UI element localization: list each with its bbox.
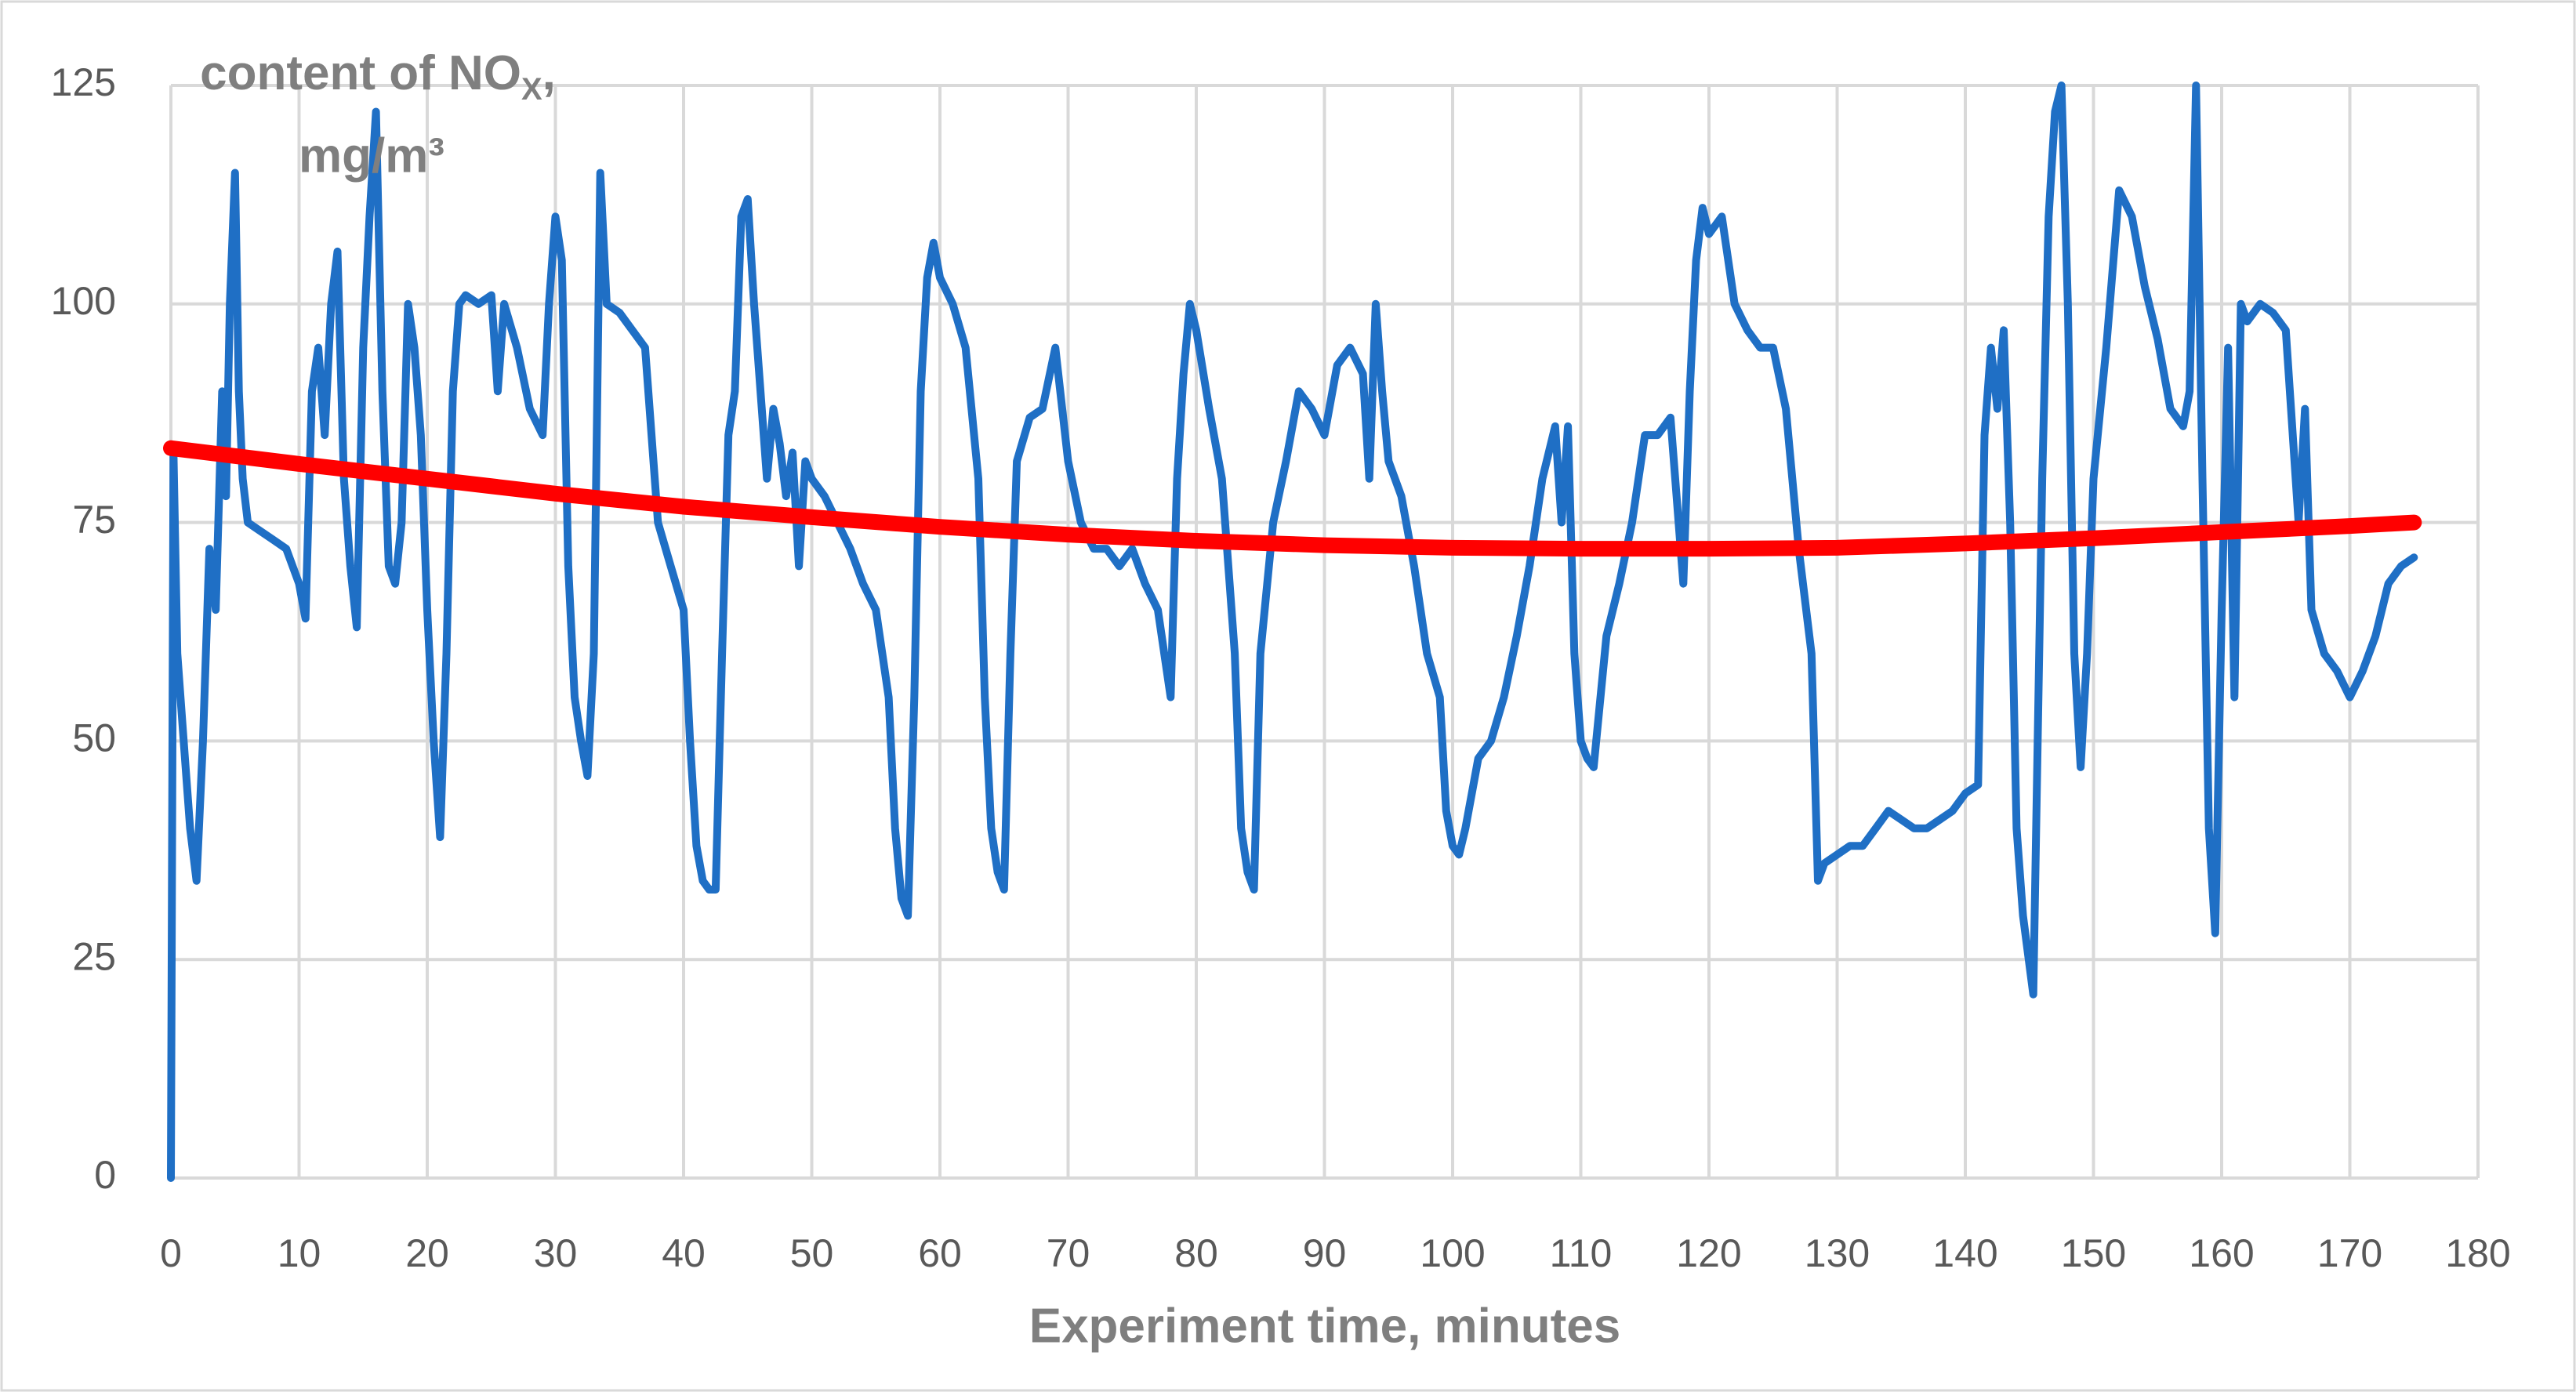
grid xyxy=(169,84,2480,1180)
x-tick-label: 160 xyxy=(2189,1231,2254,1275)
y-tick-label: 0 xyxy=(94,1153,116,1197)
y-label-sub: X xyxy=(521,72,542,107)
x-tick-label: 130 xyxy=(1805,1231,1870,1275)
x-tick-label: 80 xyxy=(1174,1231,1218,1275)
x-tick-label: 180 xyxy=(2445,1231,2510,1275)
y-tick-label: 100 xyxy=(51,279,116,323)
x-tick-label: 100 xyxy=(1420,1231,1485,1275)
x-tick-label: 70 xyxy=(1047,1231,1090,1275)
x-tick-label: 170 xyxy=(2317,1231,2382,1275)
x-tick-label: 110 xyxy=(1550,1231,1613,1275)
y-label-tail: , xyxy=(542,46,556,100)
x-tick-label: 0 xyxy=(160,1231,182,1275)
x-tick-label: 120 xyxy=(1676,1231,1741,1275)
x-tick-label: 150 xyxy=(2061,1231,2126,1275)
x-tick-label: 40 xyxy=(662,1231,706,1275)
x-tick-label: 50 xyxy=(790,1231,834,1275)
plot xyxy=(163,82,2422,1182)
y-axis-label-line2: mg/m³ xyxy=(299,129,444,183)
data-line xyxy=(167,82,2418,1182)
y-axis-label: content of NOX, xyxy=(200,46,556,106)
x-tick-label: 90 xyxy=(1303,1231,1347,1275)
x-tick-label: 140 xyxy=(1932,1231,1997,1275)
y-tick-label: 50 xyxy=(72,716,116,760)
x-tick-label: 30 xyxy=(534,1231,578,1275)
x-axis-label: Experiment time, minutes xyxy=(1029,1299,1621,1353)
trend-line xyxy=(163,440,2422,557)
y-tick-label: 75 xyxy=(72,498,116,542)
y-tick-label: 25 xyxy=(72,934,116,978)
x-tick-label: 60 xyxy=(918,1231,962,1275)
y-label-main: content of NO xyxy=(200,46,521,100)
x-tick-label: 10 xyxy=(278,1231,321,1275)
y-tick-label: 125 xyxy=(51,60,116,104)
x-tick-label: 20 xyxy=(405,1231,449,1275)
